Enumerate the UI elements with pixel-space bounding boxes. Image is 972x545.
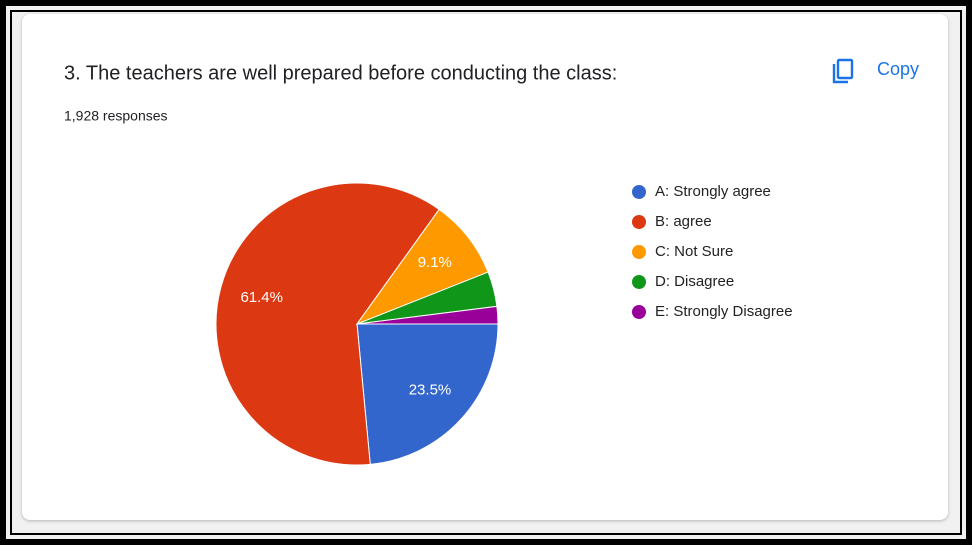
copy-icon <box>832 64 848 84</box>
legend-label: A: Strongly agree <box>655 183 771 200</box>
response-count: 1,928 responses <box>64 108 168 124</box>
question-title: 3. The teachers are well prepared before… <box>64 62 617 84</box>
legend-swatch <box>632 305 646 319</box>
legend-label: E: Strongly Disagree <box>655 303 793 320</box>
pie-slice <box>355 208 489 326</box>
legend-label: C: Not Sure <box>655 243 733 260</box>
slice-label: 9.1% <box>418 254 452 271</box>
copy-button[interactable]: Copy <box>832 58 919 84</box>
legend-label: B: agree <box>655 213 712 230</box>
pie-slice <box>356 323 499 465</box>
slice-label: 23.5% <box>409 381 452 398</box>
legend-swatch <box>632 185 646 199</box>
copy-label: Copy <box>877 59 919 79</box>
copy-icon <box>836 58 854 80</box>
legend-swatch <box>632 245 646 259</box>
legend-swatch <box>632 215 646 229</box>
pie-slice <box>215 182 440 466</box>
slice-label: 61.4% <box>240 289 283 306</box>
legend-label: D: Disagree <box>655 273 734 290</box>
pie-slice <box>356 305 499 325</box>
legend-swatch <box>632 275 646 289</box>
